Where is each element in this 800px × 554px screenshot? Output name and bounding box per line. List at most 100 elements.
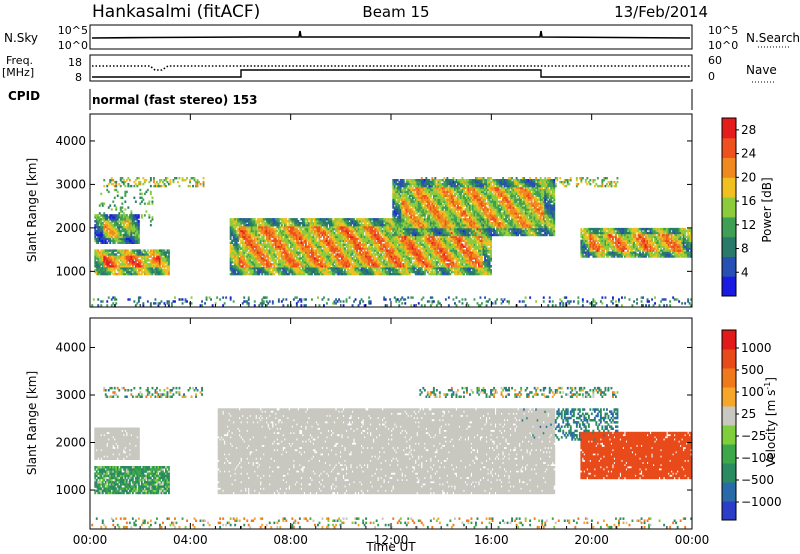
nsky-label: N.Sky	[4, 31, 38, 45]
data-cell	[106, 300, 108, 302]
nsky-top-tick: 10^5	[58, 24, 88, 37]
data-cell	[135, 201, 137, 203]
data-cell	[323, 304, 325, 306]
data-cell	[112, 201, 114, 203]
data-cell	[145, 179, 147, 181]
data-cell	[386, 304, 388, 306]
data-cell	[167, 177, 169, 179]
data-cell	[155, 302, 157, 304]
data-cell	[115, 302, 117, 304]
data-cell	[355, 298, 357, 300]
data-cell	[141, 214, 143, 216]
data-cell	[103, 203, 105, 205]
data-cell	[102, 300, 104, 302]
freq-bottom-tick: 8	[75, 71, 82, 84]
data-cell	[210, 298, 212, 300]
data-cell	[124, 201, 126, 203]
data-cell	[133, 300, 135, 302]
data-cell	[124, 185, 126, 187]
nave-top-tick: 60	[708, 54, 722, 67]
data-cell	[97, 298, 99, 300]
data-cell	[127, 206, 129, 208]
data-cell	[219, 298, 221, 300]
data-cell	[203, 177, 205, 179]
data-cell	[319, 304, 321, 306]
data-cell	[300, 298, 302, 300]
data-cell	[139, 296, 141, 298]
data-cell	[346, 298, 348, 300]
data-cell	[364, 304, 366, 306]
data-cell	[362, 300, 364, 302]
data-cell	[212, 304, 214, 306]
data-cell	[407, 296, 409, 298]
data-cell	[111, 208, 113, 210]
data-cell	[142, 199, 144, 201]
radar-summary-figure: Hankasalmi (fitACF) Beam 15 13/Feb/2014 …	[0, 0, 800, 554]
data-cell	[120, 185, 122, 187]
data-cell	[165, 185, 167, 187]
data-cell	[148, 201, 150, 203]
data-cell	[349, 296, 351, 298]
data-cell	[254, 304, 256, 306]
data-cell	[287, 304, 289, 306]
data-cell	[170, 179, 172, 181]
data-cell	[147, 300, 149, 302]
nave-bottom-tick: 0	[708, 70, 715, 83]
data-cell	[152, 216, 154, 218]
data-cell	[144, 203, 146, 205]
data-cell	[176, 177, 178, 179]
data-cell	[142, 302, 144, 304]
data-cell	[368, 296, 370, 298]
data-cell	[129, 298, 131, 300]
data-cell	[403, 179, 405, 181]
data-cell	[300, 304, 302, 306]
data-cell	[194, 177, 196, 179]
data-cell	[282, 298, 284, 300]
freq-panel: Freq. [MHz] 18 8 60 0 Nave	[2, 54, 777, 84]
data-cell	[370, 300, 372, 302]
nsearch-top-tick: 10^5	[708, 24, 738, 37]
data-cell	[121, 197, 123, 199]
cpid-text: normal (fast stereo) 153	[92, 93, 258, 107]
data-cell	[152, 197, 154, 199]
data-cell	[323, 296, 325, 298]
data-cell	[203, 181, 205, 183]
data-cell	[124, 208, 126, 210]
nsky-trace	[92, 31, 690, 38]
data-cell	[413, 304, 415, 306]
data-cell	[150, 302, 152, 304]
freq-top-tick: 18	[68, 56, 82, 69]
data-cell	[216, 296, 218, 298]
power-data-layer	[91, 177, 693, 307]
data-cell	[117, 191, 119, 193]
data-cell	[114, 197, 116, 199]
data-cell	[150, 185, 152, 187]
nsky-panel: N.Sky 10^5 10^0 10^5 10^0 N.Search	[4, 24, 800, 52]
data-cell	[389, 298, 391, 300]
nsearch-label: N.Search	[746, 31, 800, 45]
data-cell	[340, 300, 342, 302]
data-cell	[248, 302, 250, 304]
date-label: 13/Feb/2014	[614, 3, 708, 21]
cpid-panel: CPID normal (fast stereo) 153	[8, 89, 692, 110]
freq-label-2: [MHz]	[2, 66, 34, 79]
data-cell	[343, 304, 345, 306]
data-cell	[145, 210, 147, 212]
data-cell	[103, 179, 105, 181]
data-cell	[147, 189, 149, 191]
data-cell	[269, 300, 271, 302]
data-cell	[168, 300, 170, 302]
data-cell	[254, 300, 256, 302]
data-cell	[186, 300, 188, 302]
data-cell	[248, 296, 250, 298]
data-cell	[144, 214, 146, 216]
data-cell	[108, 191, 110, 193]
data-cell	[412, 296, 414, 298]
data-cell	[201, 304, 203, 306]
data-cell	[141, 193, 143, 195]
station-title: Hankasalmi (fitACF)	[92, 2, 260, 22]
data-cell	[153, 177, 155, 179]
data-cell	[263, 300, 265, 302]
data-cell	[200, 183, 202, 185]
data-cell	[138, 220, 140, 222]
